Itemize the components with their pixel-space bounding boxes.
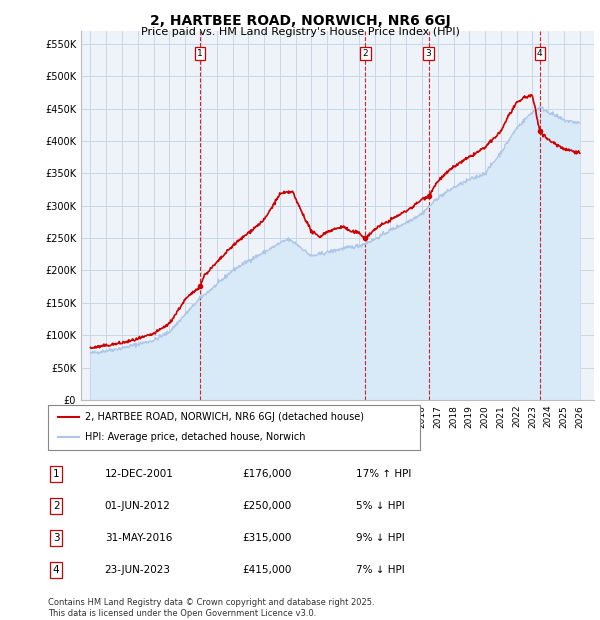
Text: 31-MAY-2016: 31-MAY-2016	[104, 533, 172, 543]
Text: 23-JUN-2023: 23-JUN-2023	[104, 565, 170, 575]
Text: 2, HARTBEE ROAD, NORWICH, NR6 6GJ: 2, HARTBEE ROAD, NORWICH, NR6 6GJ	[149, 14, 451, 28]
Text: 12-DEC-2001: 12-DEC-2001	[104, 469, 173, 479]
Text: 5% ↓ HPI: 5% ↓ HPI	[356, 501, 404, 511]
Text: 3: 3	[426, 49, 431, 58]
Text: £415,000: £415,000	[242, 565, 292, 575]
Text: Price paid vs. HM Land Registry's House Price Index (HPI): Price paid vs. HM Land Registry's House …	[140, 27, 460, 37]
Text: 4: 4	[53, 565, 59, 575]
Text: 17% ↑ HPI: 17% ↑ HPI	[356, 469, 411, 479]
Text: 3: 3	[53, 533, 59, 543]
Text: 4: 4	[537, 49, 542, 58]
Text: Contains HM Land Registry data © Crown copyright and database right 2025.
This d: Contains HM Land Registry data © Crown c…	[48, 598, 374, 618]
FancyBboxPatch shape	[48, 405, 420, 450]
Text: £315,000: £315,000	[242, 533, 292, 543]
Text: 1: 1	[197, 49, 203, 58]
Text: 2: 2	[362, 49, 368, 58]
Text: £250,000: £250,000	[242, 501, 292, 511]
Text: £176,000: £176,000	[242, 469, 292, 479]
Text: HPI: Average price, detached house, Norwich: HPI: Average price, detached house, Norw…	[85, 432, 306, 443]
Text: 2: 2	[53, 501, 59, 511]
Text: 01-JUN-2012: 01-JUN-2012	[104, 501, 170, 511]
Text: 7% ↓ HPI: 7% ↓ HPI	[356, 565, 404, 575]
Text: 2, HARTBEE ROAD, NORWICH, NR6 6GJ (detached house): 2, HARTBEE ROAD, NORWICH, NR6 6GJ (detac…	[85, 412, 364, 422]
Text: 1: 1	[53, 469, 59, 479]
Text: 9% ↓ HPI: 9% ↓ HPI	[356, 533, 404, 543]
